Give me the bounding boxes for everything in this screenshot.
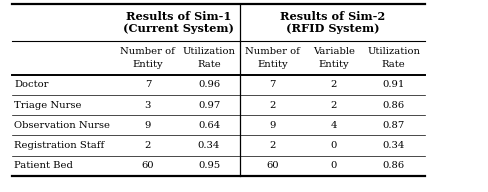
Text: Results of Sim-1
(Current System): Results of Sim-1 (Current System) <box>123 11 233 34</box>
Text: Doctor: Doctor <box>14 80 49 89</box>
Text: 0.97: 0.97 <box>198 101 220 110</box>
Text: 0.34: 0.34 <box>382 141 404 150</box>
Text: 9: 9 <box>269 121 275 130</box>
Text: 0.87: 0.87 <box>382 121 404 130</box>
Text: 4: 4 <box>330 121 336 130</box>
Text: 0.86: 0.86 <box>382 161 404 170</box>
Text: 7: 7 <box>144 80 151 89</box>
Text: Registration Staff: Registration Staff <box>14 141 104 150</box>
Text: 0: 0 <box>330 141 336 150</box>
Text: Utilization: Utilization <box>182 47 235 56</box>
Text: 0.96: 0.96 <box>198 80 220 89</box>
Text: 2: 2 <box>330 80 336 89</box>
Text: Results of Sim-2
(RFID System): Results of Sim-2 (RFID System) <box>279 11 385 34</box>
Text: Number of: Number of <box>120 47 175 56</box>
Text: Number of: Number of <box>244 47 300 56</box>
Text: Utilization: Utilization <box>366 47 419 56</box>
Text: 2: 2 <box>144 141 151 150</box>
Text: 7: 7 <box>269 80 275 89</box>
Text: Entity: Entity <box>132 60 163 69</box>
Text: Patient Bed: Patient Bed <box>14 161 73 170</box>
Text: Rate: Rate <box>381 60 405 69</box>
Text: 0.86: 0.86 <box>382 101 404 110</box>
Text: 0: 0 <box>330 161 336 170</box>
Text: Rate: Rate <box>197 60 221 69</box>
Text: 60: 60 <box>266 161 278 170</box>
Text: 2: 2 <box>269 141 275 150</box>
Text: 2: 2 <box>330 101 336 110</box>
Text: 0.64: 0.64 <box>198 121 220 130</box>
Text: 2: 2 <box>269 101 275 110</box>
Text: 0.34: 0.34 <box>198 141 220 150</box>
Text: Observation Nurse: Observation Nurse <box>14 121 110 130</box>
Text: Entity: Entity <box>257 60 287 69</box>
Text: 3: 3 <box>144 101 151 110</box>
Text: 0.91: 0.91 <box>382 80 404 89</box>
Text: Triage Nurse: Triage Nurse <box>14 101 81 110</box>
Text: 0.95: 0.95 <box>198 161 220 170</box>
Text: Variable: Variable <box>312 47 354 56</box>
Text: 60: 60 <box>142 161 154 170</box>
Text: 9: 9 <box>144 121 151 130</box>
Text: Entity: Entity <box>318 60 348 69</box>
